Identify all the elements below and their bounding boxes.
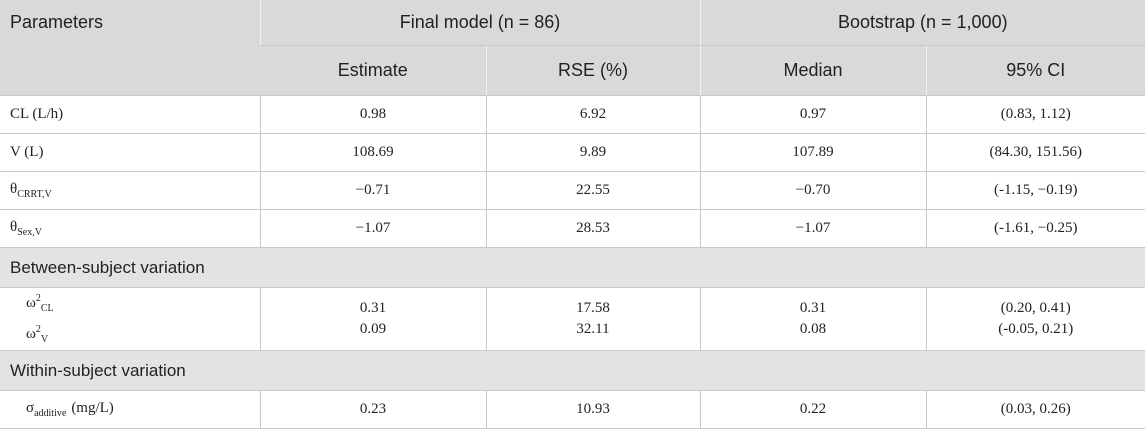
data-row: θCRRT,V −0.71 22.55 −0.70 (-1.15, −0.19) — [0, 171, 1145, 210]
value-cell: 0.98 — [260, 95, 487, 134]
value-line: 0.09 — [359, 321, 387, 337]
value-line: 0.31 — [359, 300, 387, 316]
column-header: RSE (%) — [485, 45, 701, 96]
value-cell: 28.53 — [486, 209, 701, 248]
param-symbol: ω — [26, 326, 36, 342]
subscript: Sex,V — [17, 227, 42, 238]
section-title: Between-subject variation — [0, 247, 1145, 288]
value-line: 17.58 — [576, 300, 610, 316]
subscript: V — [40, 334, 49, 345]
param-label: θCRRT,V — [0, 171, 261, 210]
value-cell: (0.03, 0.26) — [926, 390, 1145, 429]
param-label: θSex,V — [0, 209, 261, 248]
subscript: additive — [34, 408, 67, 419]
value-cell: −0.70 — [700, 171, 927, 210]
section-row: Between-subject variation — [0, 247, 1145, 288]
param-name: V (L) — [10, 144, 44, 160]
data-row: ω2CL ω2V 0.31 0.09 17.58 32.11 0.31 0.08 (0.20, … — [0, 287, 1145, 351]
superscript: 2 — [35, 293, 41, 304]
param-label: CL (L/h) — [0, 95, 261, 134]
header-group: Final model (n = 86) — [259, 0, 701, 46]
subscript: CL — [40, 303, 54, 314]
table-header: Parameters Final model (n = 86) Bootstra… — [0, 0, 1145, 96]
value-cell: (84.30, 151.56) — [926, 133, 1145, 172]
data-row: CL (L/h) 0.98 6.92 0.97 (0.83, 1.12) — [0, 95, 1145, 134]
header-title: Parameters — [0, 0, 260, 96]
value-line: (-0.05, 0.21) — [998, 321, 1074, 337]
param-label: σadditive (mg/L) — [0, 390, 261, 429]
label-line: ω2CL — [26, 288, 250, 319]
value-cell: 0.97 — [700, 95, 927, 134]
value-line: (0.20, 0.41) — [1000, 300, 1071, 316]
param-name: CL (L/h) — [10, 106, 64, 122]
value-cell: −1.07 — [260, 209, 487, 248]
value-cell: (0.20, 0.41) (-0.05, 0.21) — [926, 287, 1145, 351]
unit: (mg/L) — [71, 400, 114, 416]
value-cell: 0.31 0.08 — [700, 287, 927, 351]
value-line: 32.11 — [576, 321, 610, 337]
header-row: Parameters Final model (n = 86) Bootstra… — [0, 0, 1145, 96]
superscript: 2 — [35, 324, 41, 335]
section-title: Within-subject variation — [0, 350, 1145, 391]
value-line: 0.31 — [799, 300, 827, 316]
param-symbol: θ — [10, 181, 18, 197]
value-cell: 0.22 — [700, 390, 927, 429]
label-line: ω2V — [26, 319, 250, 350]
param-label: V (L) — [0, 133, 261, 172]
value-cell: −1.07 — [700, 209, 927, 248]
value-cell: 0.31 0.09 — [260, 287, 487, 351]
param-symbol: σ — [26, 400, 35, 416]
param-symbol: θ — [10, 219, 18, 235]
header-group: Bootstrap (n = 1,000) — [699, 0, 1145, 46]
value-cell: 9.89 — [486, 133, 701, 172]
value-cell: 6.92 — [486, 95, 701, 134]
data-row: V (L) 108.69 9.89 107.89 (84.30, 151.56) — [0, 133, 1145, 172]
column-header: 95% CI — [925, 45, 1145, 96]
value-cell: (-1.61, −0.25) — [926, 209, 1145, 248]
value-cell: −0.71 — [260, 171, 487, 210]
value-cell: 108.69 — [260, 133, 487, 172]
subscript: CRRT,V — [17, 189, 52, 200]
value-cell: (-1.15, −0.19) — [926, 171, 1145, 210]
column-header: Median — [699, 45, 927, 96]
column-header: Estimate — [260, 45, 486, 96]
data-row: σadditive (mg/L) 0.23 10.93 0.22 (0.03, 0.26) — [0, 390, 1145, 429]
param-label: ω2CL ω2V — [0, 287, 261, 351]
data-row: θSex,V −1.07 28.53 −1.07 (-1.61, −0.25) — [0, 209, 1145, 248]
value-cell: 22.55 — [486, 171, 701, 210]
header-row: Estimate RSE (%) Median 95% CI — [0, 45, 1145, 96]
table-body: CL (L/h) 0.98 6.92 0.97 (0.83, 1.12) V (L) 108… — [0, 95, 1145, 429]
value-cell: 107.89 — [700, 133, 927, 172]
value-cell: (0.83, 1.12) — [926, 95, 1145, 134]
value-cell: 17.58 32.11 — [486, 287, 701, 351]
value-cell: 0.23 — [260, 390, 487, 429]
value-line: 0.08 — [799, 321, 827, 337]
param-symbol: ω — [26, 295, 36, 311]
value-cell: 10.93 — [486, 390, 701, 429]
section-row: Within-subject variation — [0, 350, 1145, 391]
